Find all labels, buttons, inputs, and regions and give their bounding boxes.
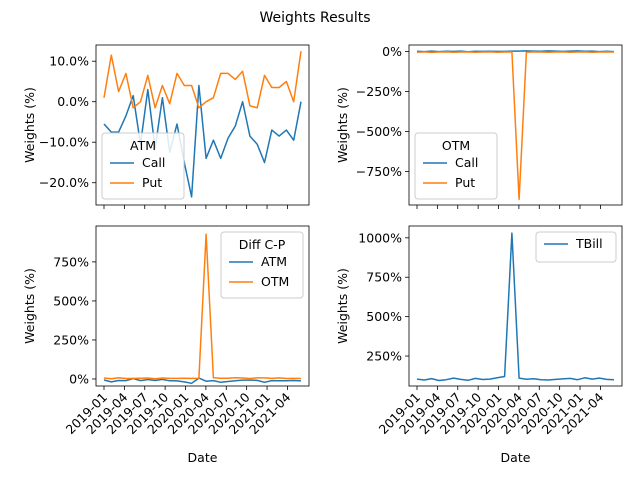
y-tick-label-diff: 500% <box>53 293 89 308</box>
y-tick-label-otm: −500% <box>356 124 402 139</box>
y-tick-label-tbill: 1000% <box>358 230 402 245</box>
legend-label-otm-put: Put <box>455 175 475 190</box>
y-axis-label-tbill: Weights (%) <box>335 268 350 344</box>
y-tick-label-tbill: 750% <box>366 270 402 285</box>
axes-frame-tbill <box>408 225 623 387</box>
axes-frame-diff <box>95 225 310 387</box>
x-axis-label-tbill: Date <box>501 450 531 465</box>
legend-atm: ATM Call Put <box>101 132 185 200</box>
axes-frame-otm <box>408 44 623 206</box>
legend-otm: OTM Call Put <box>414 132 498 200</box>
y-tick-label-otm: −750% <box>356 164 402 179</box>
panel-otm: −750% −500% −250% 0% Weights (%) OTM Call Put <box>335 44 623 209</box>
y-tick-label-diff: 250% <box>53 332 89 347</box>
y-tick-label-atm: 0.0% <box>57 94 89 109</box>
legend-diff: Diff C-P ATM OTM <box>220 231 304 299</box>
figure-title: Weights Results <box>259 10 370 26</box>
axes-frame-atm <box>95 44 310 206</box>
y-tick-label-otm: −250% <box>356 84 402 99</box>
legend-title-diff: Diff C-P <box>239 237 286 252</box>
y-tick-label-diff: 0% <box>69 371 89 386</box>
y-tick-label-tbill: 500% <box>366 309 402 324</box>
series-line-atm-call <box>103 84 302 198</box>
legend-title-atm: ATM <box>130 138 156 153</box>
legend-label-otm-call: Call <box>455 155 478 170</box>
series-line-otm-put <box>416 51 615 201</box>
legend-title-otm: OTM <box>442 138 470 153</box>
legend-label-diff-atm: ATM <box>261 254 287 269</box>
y-tick-label-atm: −20.0% <box>39 175 89 190</box>
x-axis-label-diff: Date <box>188 450 218 465</box>
series-line-tbill-tbill <box>416 232 615 382</box>
panel-tbill: 250%500%750%1000%2019-012019-042019-0720… <box>335 225 623 465</box>
y-axis-label-otm: Weights (%) <box>335 87 350 163</box>
series-line-diff-otm <box>103 233 302 380</box>
legend-label-atm-call: Call <box>142 155 165 170</box>
y-tick-label-diff: 750% <box>53 254 89 269</box>
panel-atm: −20.0% −10.0% 0.0% 10.0% Weights (%) ATM Call P… <box>22 44 310 209</box>
panel-diff: 0%250%500%750%2019-012019-042019-072019-… <box>22 225 310 465</box>
legend-label-diff-otm: OTM <box>261 274 289 289</box>
legend-label-atm-put: Put <box>142 175 162 190</box>
y-tick-label-otm: 0% <box>382 44 402 59</box>
series-line-atm-put <box>103 50 302 109</box>
y-tick-label-atm: −10.0% <box>39 135 89 150</box>
series-line-diff-atm <box>103 377 302 385</box>
legend-tbill: TBill <box>535 231 617 263</box>
y-tick-label-tbill: 250% <box>366 349 402 364</box>
y-tick-label-atm: 10.0% <box>49 54 89 69</box>
legend-label-tbill-tbill: TBill <box>575 236 603 251</box>
y-axis-label-diff: Weights (%) <box>22 268 37 344</box>
y-axis-label-atm: Weights (%) <box>22 87 37 163</box>
legend-frame-tbill <box>535 231 617 263</box>
